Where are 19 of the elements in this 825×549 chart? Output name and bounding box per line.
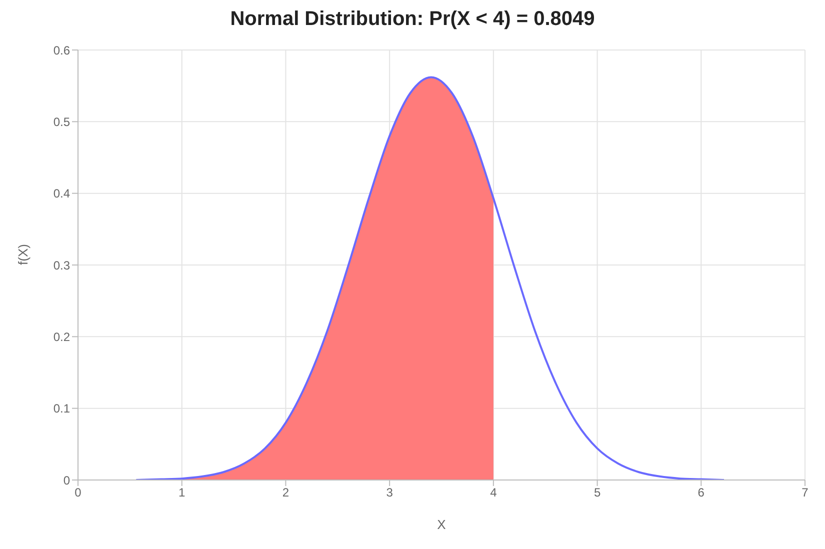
- x-tick-label: 5: [594, 486, 601, 500]
- x-tick-label: 0: [74, 486, 82, 500]
- y-tick-label: 0.3: [53, 258, 70, 272]
- line-series: [135, 76, 725, 480]
- x-axis-title: X: [437, 517, 446, 532]
- y-tick-label: 0.4: [53, 186, 70, 201]
- y-tick-label: 0: [63, 473, 70, 488]
- x-tick-label: 1: [178, 486, 186, 500]
- y-tick-label: 0.1: [53, 402, 70, 416]
- x-tick-label: 7: [802, 486, 809, 500]
- x-tick-label: 2: [282, 486, 290, 500]
- x-tick-label: 4: [490, 486, 498, 500]
- y-axis-title: f(X): [16, 244, 31, 265]
- chart-title: Normal Distribution: Pr(X < 4) = 0.8049: [229, 8, 596, 32]
- y-tick-label: 0.2: [53, 330, 70, 344]
- y-tick-label: 0.5: [53, 114, 70, 129]
- x-tick-label: 3: [386, 486, 394, 500]
- y-tick-label: 0.6: [53, 43, 70, 58]
- x-tick-label: 6: [698, 486, 705, 500]
